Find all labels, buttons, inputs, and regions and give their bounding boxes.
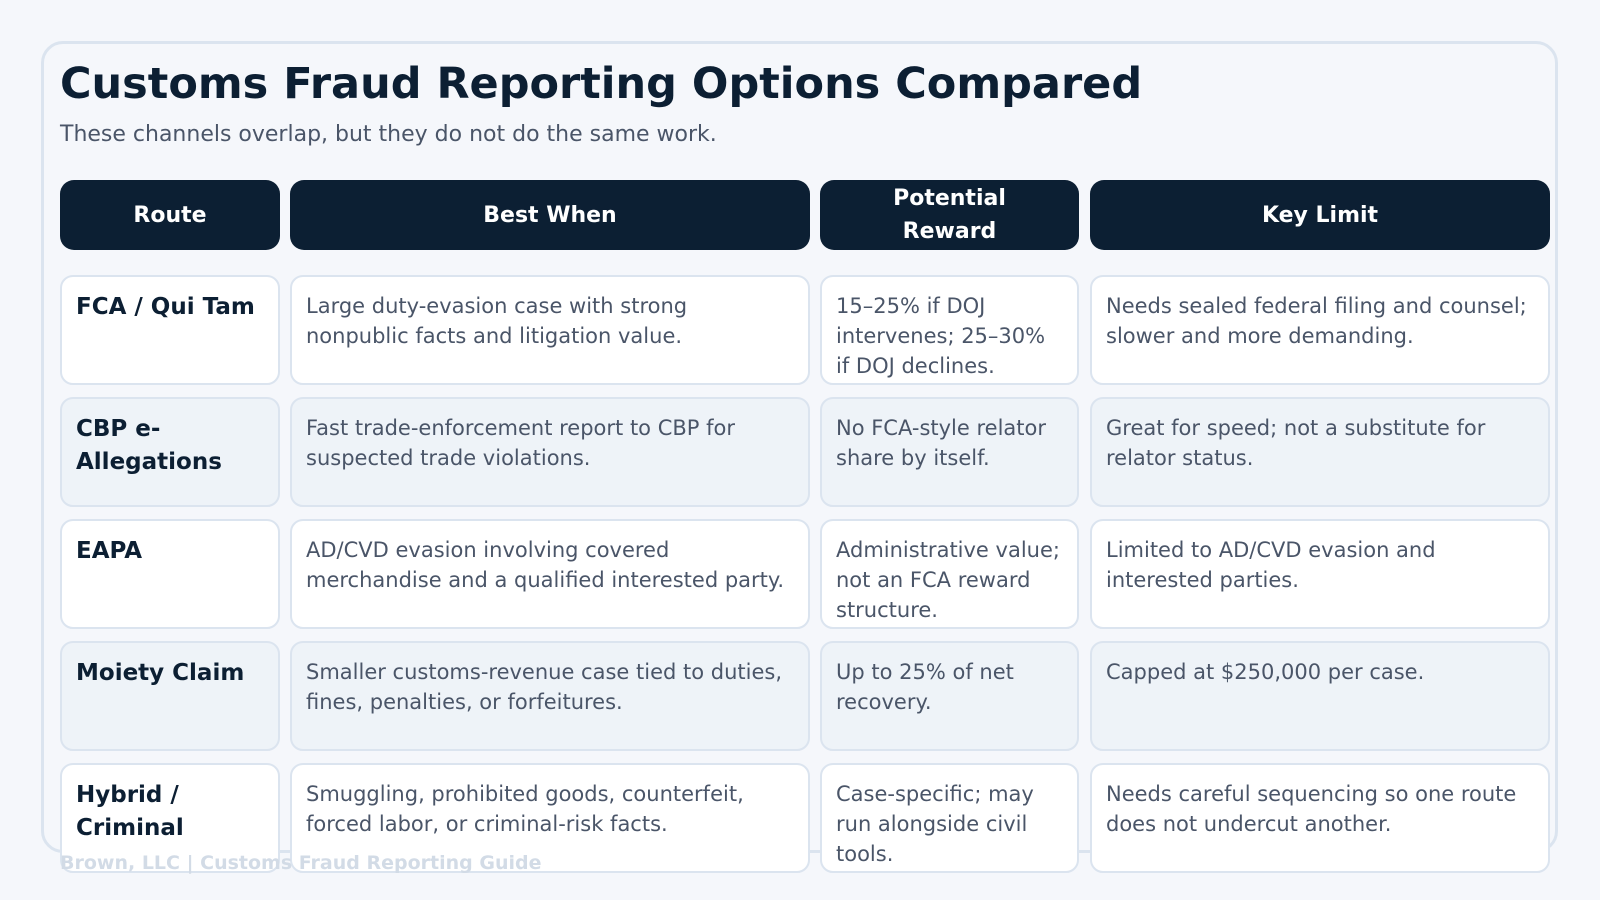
table-row-reward-cell: Up to 25% of net recovery. (820, 641, 1079, 751)
page-title: Customs Fraud Reporting Options Compared (60, 59, 1143, 109)
route-name: Moiety Claim (76, 660, 245, 686)
table-row-limit-cell: Capped at $250,000 per case. (1090, 641, 1550, 751)
table-row-route-cell: EAPA (60, 519, 280, 629)
best-when-text: Smaller customs-revenue case tied to dut… (306, 660, 783, 714)
limit-text: Great for speed; not a substitute for re… (1106, 416, 1486, 470)
route-name: Hybrid / Criminal (76, 782, 184, 841)
table-row-limit-cell: Needs careful sequencing so one route do… (1090, 763, 1550, 873)
table-row-limit-cell: Limited to AD/CVD evasion and interested… (1090, 519, 1550, 629)
reward-text: 15–25% if DOJ intervenes; 25–30% if DOJ … (836, 294, 1046, 378)
limit-text: Needs careful sequencing so one route do… (1106, 782, 1517, 836)
footer-credit: Brown, LLC | Customs Fraud Reporting Gui… (60, 852, 542, 874)
header-route: Route (60, 180, 280, 250)
best-when-text: Smuggling, prohibited goods, counterfeit… (306, 782, 744, 836)
limit-text: Capped at $250,000 per case. (1106, 660, 1425, 684)
reward-text: Up to 25% of net recovery. (836, 660, 1014, 714)
table-row-reward-cell: 15–25% if DOJ intervenes; 25–30% if DOJ … (820, 275, 1079, 385)
route-name: FCA / Qui Tam (76, 294, 255, 320)
table-row-best-when-cell: AD/CVD evasion involving covered merchan… (290, 519, 810, 629)
table-row-route-cell: Moiety Claim (60, 641, 280, 751)
table-row-reward-cell: Administrative value; not an FCA reward … (820, 519, 1079, 629)
table-row-reward-cell: Case-specific; may run alongside civil t… (820, 763, 1079, 873)
best-when-text: AD/CVD evasion involving covered merchan… (306, 538, 785, 592)
table-row-limit-cell: Great for speed; not a substitute for re… (1090, 397, 1550, 507)
reward-text: No FCA-style relator share by itself. (836, 416, 1046, 470)
table-row-best-when-cell: Large duty-evasion case with strong nonp… (290, 275, 810, 385)
best-when-text: Fast trade-enforcement report to CBP for… (306, 416, 735, 470)
table-row-best-when-cell: Smaller customs-revenue case tied to dut… (290, 641, 810, 751)
limit-text: Needs sealed federal filing and counsel;… (1106, 294, 1527, 348)
table-row-route-cell: Hybrid / Criminal (60, 763, 280, 873)
table-row-best-when-cell: Fast trade-enforcement report to CBP for… (290, 397, 810, 507)
reward-text: Case-specific; may run alongside civil t… (836, 782, 1034, 866)
reward-text: Administrative value; not an FCA reward … (836, 538, 1060, 622)
header-best-when: Best When (290, 180, 810, 250)
header-potential-reward: Potential Reward (820, 180, 1079, 250)
table-row-reward-cell: No FCA-style relator share by itself. (820, 397, 1079, 507)
table-row-best-when-cell: Smuggling, prohibited goods, counterfeit… (290, 763, 810, 873)
best-when-text: Large duty-evasion case with strong nonp… (306, 294, 688, 348)
table-row-route-cell: CBP e-Allegations (60, 397, 280, 507)
route-name: CBP e-Allegations (76, 416, 222, 475)
route-name: EAPA (76, 538, 143, 564)
header-key-limit: Key Limit (1090, 180, 1550, 250)
limit-text: Limited to AD/CVD evasion and interested… (1106, 538, 1436, 592)
table-row-route-cell: FCA / Qui Tam (60, 275, 280, 385)
page-subtitle: These channels overlap, but they do not … (60, 122, 717, 147)
table-row-limit-cell: Needs sealed federal filing and counsel;… (1090, 275, 1550, 385)
